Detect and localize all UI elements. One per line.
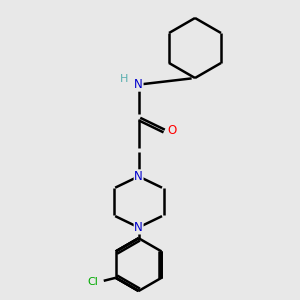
Text: N: N — [134, 78, 143, 91]
Text: O: O — [167, 124, 176, 137]
Text: Cl: Cl — [88, 277, 99, 287]
Text: N: N — [134, 221, 143, 234]
Text: H: H — [120, 74, 128, 84]
Text: N: N — [134, 170, 143, 183]
